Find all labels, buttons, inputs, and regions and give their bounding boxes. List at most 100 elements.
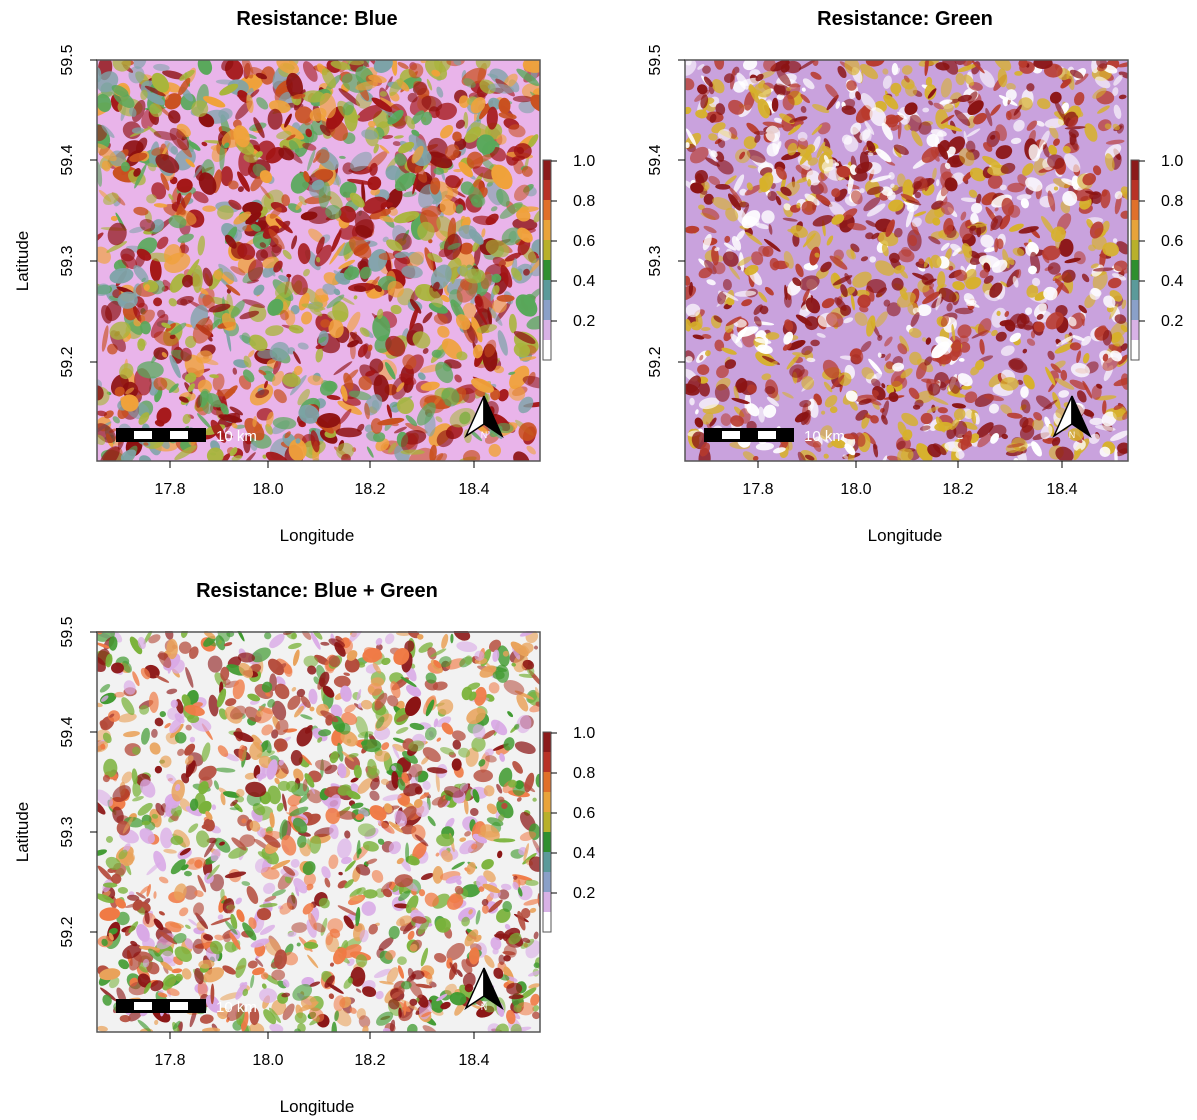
map-panel-blue-green: Resistance: Blue + Green 10 km N 17.8 18…: [0, 560, 598, 1120]
y-tick-label: 59.5: [59, 44, 76, 75]
legend-swatch: [1131, 320, 1139, 341]
y-tick-label: 59.4: [59, 716, 76, 747]
legend-tick-label: 0.2: [1161, 313, 1183, 330]
legend-swatch: [1131, 300, 1139, 321]
x-axis-label: Longitude: [280, 526, 355, 545]
scale-bar: 10 km: [704, 428, 845, 445]
x-tick-label: 17.8: [154, 1052, 185, 1069]
legend-swatch: [543, 160, 551, 181]
legend-swatch: [543, 812, 551, 833]
legend-tick-label: 0.2: [573, 885, 595, 902]
north-label: N: [481, 430, 488, 440]
legend-swatch: [543, 200, 551, 221]
color-legend: 1.0 0.8 0.6 0.4 0.2: [542, 725, 595, 933]
scale-label: 10 km: [216, 999, 257, 1016]
legend-tick-label: 0.4: [573, 273, 595, 290]
legend-tick-label: 0.6: [1161, 233, 1183, 250]
legend-tick-label: 1.0: [573, 153, 595, 170]
x-axis-label: Longitude: [280, 1097, 355, 1116]
x-tick-label: 18.2: [354, 1052, 385, 1069]
x-tick-label: 18.2: [354, 481, 385, 498]
legend-swatch: [1131, 180, 1139, 201]
y-tick-label: 59.2: [59, 916, 76, 947]
legend-swatch: [543, 180, 551, 201]
legend-bar: [543, 732, 551, 933]
x-axis: 17.8 18.0 18.2 18.4 Longitude: [154, 1032, 490, 1116]
scale-bar: 10 km: [116, 428, 257, 445]
raster-group: [97, 60, 540, 461]
map-panel-blue: Resistance: Blue 10 km N 17.8 18.0 18.2 …: [0, 0, 598, 560]
y-tick-label: 59.3: [59, 245, 76, 276]
legend-swatch: [543, 732, 551, 753]
north-label: N: [1069, 430, 1076, 440]
legend-tick-label: 0.6: [573, 805, 595, 822]
raster-group: [97, 631, 540, 1032]
legend-swatch: [1131, 260, 1139, 281]
legend-swatch: [543, 300, 551, 321]
y-axis-label: Latitude: [13, 231, 32, 292]
legend-tick-label: 1.0: [573, 725, 595, 742]
north-arrow-icon: N: [464, 967, 504, 1012]
legend-swatch: [543, 320, 551, 341]
map-panel-green: Resistance: Green 10 km N 17.8 18.0 18.2…: [588, 0, 1186, 560]
y-tick-label: 59.2: [59, 346, 76, 377]
legend-tick-label: 0.2: [573, 313, 595, 330]
legend-tick-label: 1.0: [1161, 153, 1183, 170]
panel-title: Resistance: Green: [817, 8, 993, 30]
panel-title: Resistance: Blue + Green: [196, 580, 438, 602]
x-tick-label: 18.4: [1046, 481, 1077, 498]
legend-swatch: [543, 852, 551, 873]
legend-swatch: [543, 752, 551, 773]
legend-swatch: [543, 240, 551, 261]
y-tick-label: 59.4: [647, 144, 664, 175]
y-tick-label: 59.5: [59, 616, 76, 647]
legend-swatch: [1131, 280, 1139, 301]
north-label: N: [481, 1002, 488, 1012]
legend-bar: [543, 160, 551, 361]
x-tick-label: 18.0: [252, 481, 283, 498]
x-tick-label: 17.8: [154, 481, 185, 498]
legend-tick-label: 0.4: [1161, 273, 1183, 290]
legend-swatch: [1131, 240, 1139, 261]
north-arrow-icon: N: [464, 395, 504, 440]
y-tick-label: 59.4: [59, 144, 76, 175]
legend-swatch: [543, 260, 551, 281]
legend-swatch: [543, 892, 551, 913]
x-tick-label: 18.0: [840, 481, 871, 498]
x-tick-label: 18.4: [458, 1052, 489, 1069]
y-tick-label: 59.3: [647, 245, 664, 276]
x-tick-label: 18.0: [252, 1052, 283, 1069]
y-tick-label: 59.2: [647, 346, 664, 377]
legend-bar: [1131, 160, 1139, 361]
legend-swatch: [543, 912, 551, 933]
x-axis-label: Longitude: [868, 526, 943, 545]
legend-swatch: [543, 280, 551, 301]
x-axis: 17.8 18.0 18.2 18.4 Longitude: [154, 461, 490, 545]
y-tick-label: 59.5: [647, 44, 664, 75]
map-panel-svg: Resistance: Blue 10 km N 17.8 18.0 18.2 …: [13, 8, 595, 545]
legend-tick-label: 0.4: [573, 845, 595, 862]
legend-tick-label: 0.8: [1161, 193, 1183, 210]
y-axis: 59.2 59.3 59.4 59.5 Latitude: [13, 44, 97, 378]
legend-swatch: [543, 772, 551, 793]
x-tick-label: 17.8: [742, 481, 773, 498]
legend-tick-label: 0.8: [573, 193, 595, 210]
scale-bar: 10 km: [116, 999, 257, 1016]
color-legend: 1.0 0.8 0.6 0.4 0.2: [1130, 153, 1183, 361]
legend-swatch: [543, 792, 551, 813]
y-axis: 59.2 59.3 59.4 59.5: [647, 44, 685, 378]
legend-swatch: [543, 832, 551, 853]
y-axis-label: Latitude: [13, 802, 32, 863]
scale-label: 10 km: [216, 428, 257, 445]
legend-tick-label: 0.6: [573, 233, 595, 250]
map-panel-svg: Resistance: Blue + Green 10 km N 17.8 18…: [13, 580, 595, 1116]
legend-swatch: [1131, 340, 1139, 361]
x-tick-label: 18.4: [458, 481, 489, 498]
x-axis: 17.8 18.0 18.2 18.4 Longitude: [742, 461, 1078, 545]
legend-tick-label: 0.8: [573, 765, 595, 782]
north-arrow-icon: N: [1052, 395, 1092, 440]
legend-swatch: [543, 340, 551, 361]
y-tick-label: 59.3: [59, 816, 76, 847]
scale-label: 10 km: [804, 428, 845, 445]
legend-swatch: [1131, 220, 1139, 241]
